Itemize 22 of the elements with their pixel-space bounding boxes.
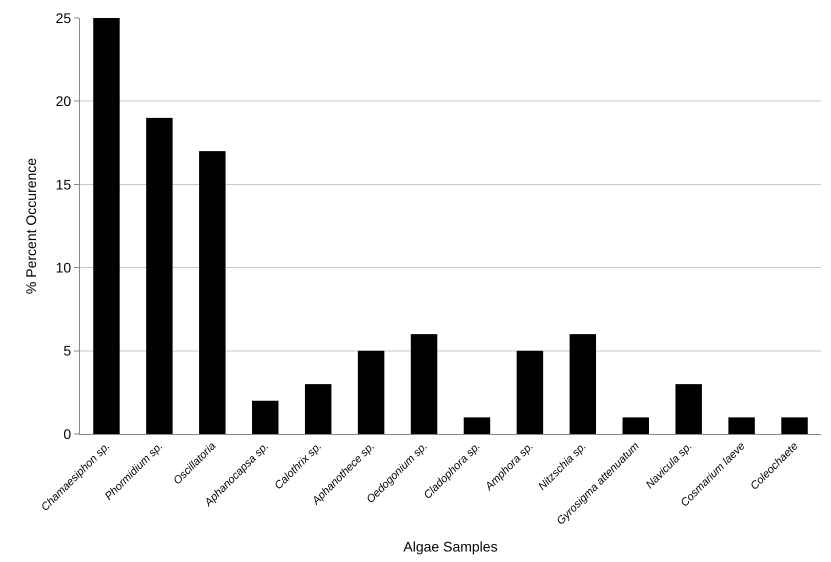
bar — [781, 417, 808, 434]
bar — [728, 417, 755, 434]
bar — [358, 350, 384, 434]
y-tick-label: 0 — [63, 426, 72, 442]
y-tick-label: 10 — [56, 260, 72, 276]
y-tick-label: 20 — [56, 93, 72, 110]
y-tick-label: 5 — [63, 342, 72, 359]
bar — [622, 417, 649, 434]
bar — [252, 400, 278, 434]
bar — [199, 151, 226, 434]
bar — [516, 350, 544, 434]
bar — [675, 384, 702, 434]
bar — [304, 384, 332, 434]
bar — [464, 417, 490, 434]
y-tick-label: 25 — [56, 10, 72, 26]
bar — [93, 18, 120, 434]
bar — [410, 334, 438, 434]
y-tick-label: 15 — [56, 176, 72, 192]
bar — [570, 334, 596, 434]
x-axis-title: Algae Samples — [403, 538, 498, 555]
y-axis-title: % Percent Occurence — [23, 158, 40, 294]
bar — [146, 118, 173, 434]
